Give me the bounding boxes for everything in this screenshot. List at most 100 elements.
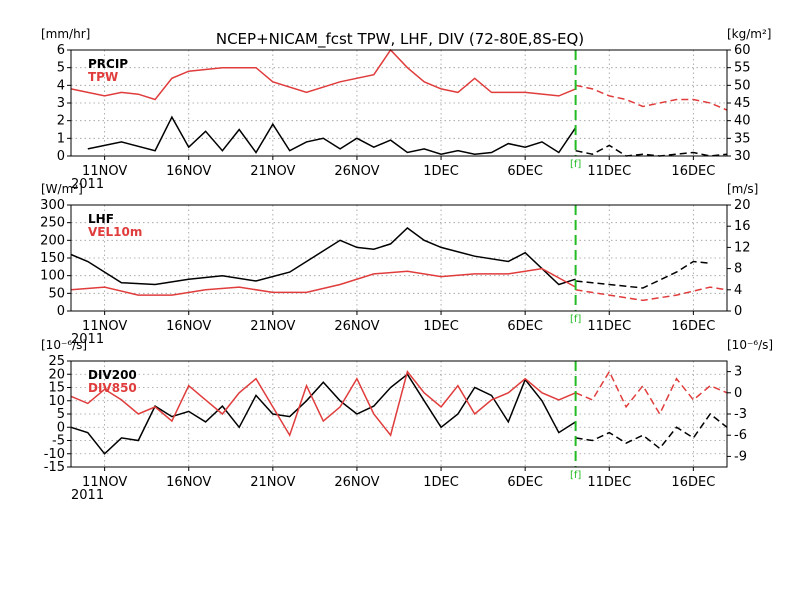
tick-label-x: 6DEC [507,164,543,179]
tick-label-left: 250 [40,216,65,231]
tick-label-right: 20 [734,198,751,213]
tick-label-x: 11DEC [587,164,631,179]
tick-label-x: 16DEC [671,164,715,179]
series-line-div850 [70,369,576,437]
tick-label-left: 200 [40,233,65,248]
left-axis-unit: [W/m²] [41,182,83,196]
forecast-label: [f] [570,159,581,170]
tick-label-right: 50 [734,78,751,93]
legend-entry: DIV850 [88,381,137,395]
tick-label-left: -15 [44,460,65,475]
tick-label-left: 15 [48,381,65,396]
tick-label-right: 55 [734,61,751,76]
tick-label-left: -5 [52,434,65,449]
series-line-lhf-fcst [575,260,711,289]
series-line-tpw-fcst [575,84,728,111]
tick-label-x: 1DEC [423,319,459,334]
panel-middle: 0 50 100 150 200 250 300 0 4 8 12 16 20 11NOV 16NOV 21N… [40,182,758,347]
tick-label-left: 10 [48,394,65,409]
figure-title: NCEP+NICAM_fcst TPW, LHF, DIV (72-80E,8S… [216,30,584,49]
tick-label-x: 11NOV [82,164,127,179]
tick-label-left: 0 [57,420,65,435]
tick-label-left: 1 [57,131,65,146]
tick-label-x: 26NOV [334,164,379,179]
tick-label-right: 8 [734,262,742,277]
tick-label-x: 16NOV [166,319,211,334]
tick-label-left: 3 [57,96,65,111]
year-label: 2011 [71,177,104,192]
tick-label-left: -10 [44,447,65,462]
tick-label-x: 26NOV [334,319,379,334]
tick-label-right: 45 [734,96,751,111]
tick-label-left: 50 [48,286,65,301]
tick-label-x: 11NOV [82,475,127,490]
tick-label-left: 25 [48,354,65,369]
tick-label-left: 0 [57,304,65,319]
tick-label-x: 26NOV [334,475,379,490]
tick-label-left: 5 [57,407,65,422]
tick-label-x: 6DEC [507,319,543,334]
right-axis-unit: [m/s] [727,182,758,196]
tick-label-right: -6 [734,428,747,443]
series-line-lhf [70,227,576,286]
tick-label-x: 6DEC [507,475,543,490]
tick-label-right: 30 [734,149,751,164]
tick-label-right: 0 [734,386,742,401]
tick-label-x: 16NOV [166,475,211,490]
tick-label-x: 1DEC [423,475,459,490]
series-line-div850-fcst [575,370,728,416]
tick-label-x: 11NOV [82,319,127,334]
year-label: 2011 [71,332,104,347]
tick-label-x: 21NOV [250,475,295,490]
tick-label-right: 16 [734,219,751,234]
plot-frame [70,49,728,157]
series-line-vel10m-fcst [575,286,728,302]
tick-label-right: 60 [734,43,751,58]
tick-label-left: 6 [57,43,65,58]
tick-label-x: 16DEC [671,475,715,490]
legend-entry: TPW [88,70,118,84]
tick-label-left: 300 [40,198,65,213]
right-axis-unit: [kg/m²] [727,27,771,41]
series-line-prcip-fcst [575,144,728,157]
tick-label-right: 35 [734,131,751,146]
tick-label-right: 4 [734,283,742,298]
tick-label-x: 21NOV [250,319,295,334]
year-label: 2011 [71,488,104,503]
tick-label-right: 40 [734,114,751,129]
legend-entry: DIV200 [88,368,137,382]
legend-entry: PRCIP [88,57,128,71]
forecast-label: [f] [570,314,581,325]
tick-label-left: 20 [48,367,65,382]
tick-label-left: 2 [57,114,65,129]
series-line-tpw [70,48,576,101]
tick-label-left: 100 [40,269,65,284]
plot-frame [70,204,728,312]
tick-label-right: 0 [734,304,742,319]
tick-label-right: 3 [734,365,742,380]
tick-label-right: -9 [734,449,747,464]
plot-frame [70,360,728,468]
tick-label-left: 4 [57,78,65,93]
tick-label-x: 11DEC [587,319,631,334]
tick-label-left: 5 [57,61,65,76]
legend-entry: LHF [88,212,114,226]
series-line-div200-fcst [575,412,728,450]
tick-label-right: -3 [734,407,747,422]
tick-label-x: 16DEC [671,319,715,334]
series-line-vel10m [70,267,576,296]
tick-label-x: 11DEC [587,475,631,490]
tick-label-x: 21NOV [250,164,295,179]
tick-label-right: 12 [734,240,751,255]
tick-label-left: 0 [57,149,65,164]
left-axis-unit: [10⁻⁶/s] [41,338,87,352]
tick-label-x: 16NOV [166,164,211,179]
forecast-label: [f] [570,470,581,481]
left-axis-unit: [mm/hr] [41,27,90,41]
series-line-prcip [87,115,577,155]
legend-entry: VEL10m [88,225,142,239]
